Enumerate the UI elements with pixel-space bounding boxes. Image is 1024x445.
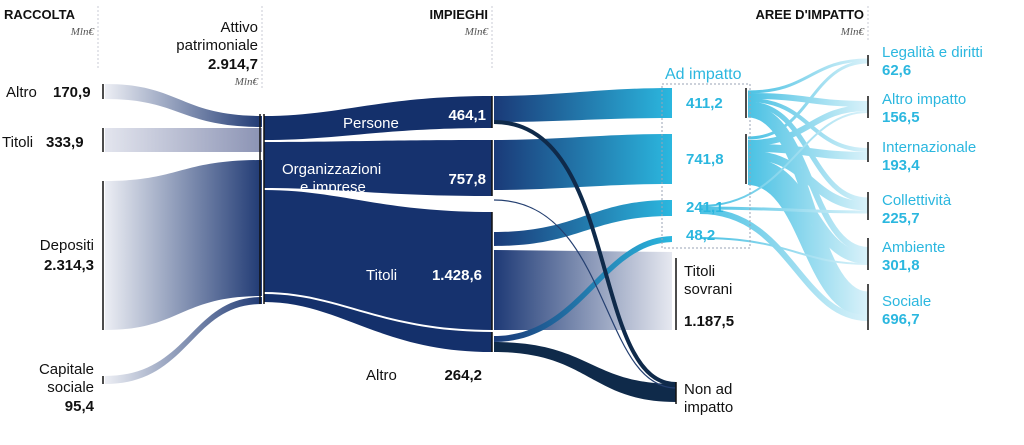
use-altro-label: Altro [366, 367, 397, 384]
header-aree: AREE D'IMPATTO [755, 7, 864, 22]
source-capitale-value: 95,4 [65, 398, 95, 415]
flow-attivo-titoli [264, 190, 492, 330]
header-attivo-line2: patrimoniale [176, 37, 258, 54]
use-organizzazioni-value: 757,8 [448, 171, 486, 188]
source-flows [105, 84, 262, 384]
source-depositi-value: 2.314,3 [44, 257, 94, 274]
source-capitale-label2: sociale [47, 379, 94, 396]
source-altro-value: 170,9 [53, 84, 91, 101]
area-collettivita-label: Collettività [882, 192, 952, 209]
titoli-sovrani-label1: Titoli [684, 263, 715, 280]
use-persone-value: 464,1 [448, 107, 486, 124]
area-flows [699, 58, 870, 321]
impieghi-flows [493, 88, 677, 402]
header-attivo-line1: Attivo [220, 19, 258, 36]
use-titoli-label: Titoli [366, 267, 397, 284]
area-altro-impatto-value: 156,5 [882, 109, 920, 126]
column-guides [97, 6, 869, 90]
attivo-flows [264, 96, 492, 352]
header-attivo-value: 2.914,7 [208, 56, 258, 73]
source-titoli-label: Titoli [2, 134, 33, 151]
area-altro-impatto-label: Altro impatto [882, 91, 966, 108]
header-attivo-unit: Mln€ [234, 76, 259, 88]
flow-titoli-sovrani [494, 250, 672, 330]
flow-attivo-persone [264, 96, 492, 140]
impact-value-241: 241,1 [686, 199, 724, 216]
area-ambiente-value: 301,8 [882, 257, 920, 274]
header-impieghi-unit: Mln€ [464, 26, 489, 38]
area-legalita-label: Legalità e diritti [882, 44, 983, 61]
source-altro-label: Altro [6, 84, 37, 101]
header-impieghi: IMPIEGHI [429, 7, 488, 22]
flow-titoli-attivo [105, 128, 262, 152]
use-titoli-value: 1.428,6 [432, 267, 482, 284]
non-ad-impatto-label1: Non ad [684, 381, 732, 398]
area-ambiente-label: Ambiente [882, 239, 945, 256]
flow-persone-nonad [493, 120, 677, 386]
impact-value-741: 741,8 [686, 151, 724, 168]
flow-titoli-241 [494, 200, 672, 246]
impact-value-411: 411,2 [686, 95, 723, 112]
use-persone-label: Persone [343, 115, 399, 132]
use-altro-value: 264,2 [444, 367, 482, 384]
flow-attivo-organizzazioni [264, 140, 492, 196]
area-sociale-value: 696,7 [882, 311, 920, 328]
flow-persone-411 [494, 88, 672, 122]
source-titoli-value: 333,9 [46, 134, 84, 151]
titoli-sovrani-value: 1.187,5 [684, 313, 734, 330]
area-collettivita-value: 225,7 [882, 210, 920, 227]
flow-depositi-attivo [105, 160, 262, 330]
non-ad-impatto-label2: impatto [684, 399, 733, 416]
use-organizzazioni-label1: Organizzazioni [282, 161, 381, 178]
area-internazionale-label: Internazionale [882, 139, 976, 156]
ad-impatto-label: Ad impatto [665, 66, 742, 83]
use-organizzazioni-label2: e imprese [300, 179, 366, 196]
flow-altro-nonad [494, 342, 676, 402]
flow-altro-attivo [105, 84, 262, 127]
flow-attivo-altro [264, 294, 492, 352]
flow-organizzazioni-nonad [493, 199, 677, 389]
titoli-sovrani-label2: sovrani [684, 281, 732, 298]
impact-value-48: 48,2 [686, 227, 715, 244]
source-depositi-label: Depositi [40, 237, 94, 254]
header-raccolta: RACCOLTA [4, 7, 76, 22]
header-raccolta-unit: Mln€ [70, 26, 95, 38]
area-legalita-value: 62,6 [882, 62, 911, 79]
header-aree-unit: Mln€ [840, 26, 865, 38]
flow-organizzazioni-741 [494, 134, 672, 190]
source-capitale-label1: Capitale [39, 361, 94, 378]
ad-impatto-box [661, 83, 751, 249]
node-bars [102, 55, 869, 404]
area-internazionale-value: 193,4 [882, 157, 920, 174]
flow-capitale-attivo [105, 297, 262, 384]
area-sociale-label: Sociale [882, 293, 931, 310]
